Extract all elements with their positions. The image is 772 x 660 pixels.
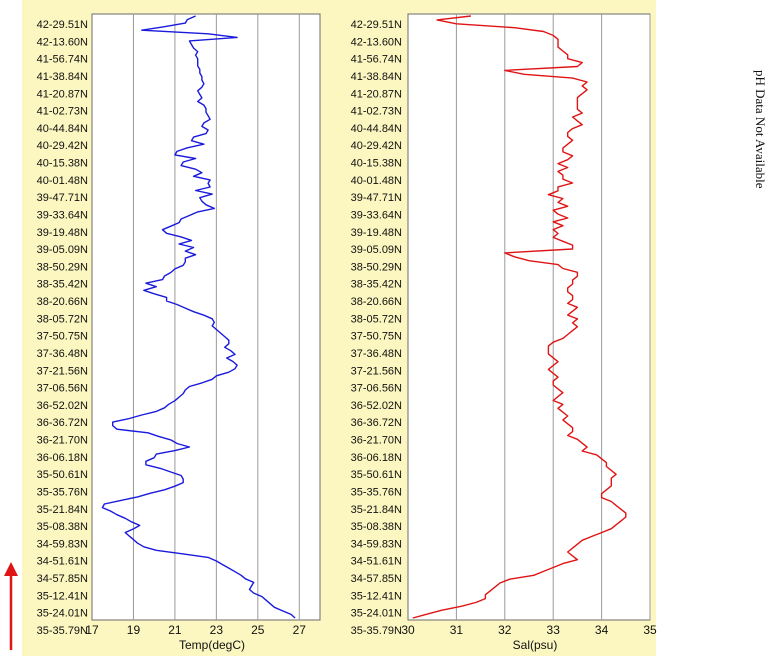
sal-tick-label: 33 [547, 623, 561, 637]
latitude-label: 35-50.61N [37, 469, 88, 481]
temperature-chart: 17 19 21 23 25 27 Temp(degC) [85, 13, 321, 652]
latitude-label: 38-50.29N [37, 261, 88, 273]
latitude-label: 38-35.42N [351, 279, 402, 291]
latitude-label: 40-01.48N [351, 175, 402, 187]
latitude-label: 40-15.38N [37, 158, 88, 170]
salinity-chart: 30 31 32 33 34 35 Sal(psu) [401, 13, 657, 652]
latitude-label: 34-51.61N [37, 556, 88, 568]
latitude-label: 39-05.09N [351, 244, 402, 256]
latitude-axis: 42-29.51N 42-13.60N 41-56.74N 41-38.84N 41-2… [37, 19, 402, 637]
latitude-label: 36-21.70N [351, 435, 402, 447]
latitude-label: 38-05.72N [37, 313, 88, 325]
latitude-label: 37-21.56N [351, 365, 402, 377]
latitude-label: 39-19.48N [351, 227, 402, 239]
latitude-label: 40-29.42N [351, 140, 402, 152]
latitude-label: 36-06.18N [37, 452, 88, 464]
temp-plot-area [91, 13, 321, 621]
latitude-label: 40-29.42N [37, 140, 88, 152]
temp-tick-label: 21 [168, 623, 182, 637]
latitude-label: 37-06.56N [37, 383, 88, 395]
sal-tick-label: 32 [498, 623, 512, 637]
latitude-label: 37-36.48N [37, 348, 88, 360]
latitude-label: 35-35.79N [37, 625, 88, 637]
temp-tick-label: 19 [127, 623, 141, 637]
latitude-label: 41-38.84N [37, 71, 88, 83]
latitude-label: 40-44.84N [37, 123, 88, 135]
latitude-label: 35-08.38N [37, 521, 88, 533]
latitude-label: 34-59.83N [351, 538, 402, 550]
latitude-label: 41-20.87N [351, 88, 402, 100]
latitude-label: 35-12.41N [37, 590, 88, 602]
latitude-label: 39-33.64N [351, 209, 402, 221]
temp-tick-label: 27 [293, 623, 307, 637]
latitude-label: 39-33.64N [37, 209, 88, 221]
latitude-label: 41-20.87N [37, 88, 88, 100]
latitude-label: 35-12.41N [351, 590, 402, 602]
latitude-label: 42-13.60N [37, 36, 88, 48]
latitude-label: 40-01.48N [37, 175, 88, 187]
latitude-label: 41-02.73N [351, 106, 402, 118]
latitude-label: 42-13.60N [351, 36, 402, 48]
latitude-label: 34-51.61N [351, 556, 402, 568]
latitude-label: 37-50.75N [351, 331, 402, 343]
latitude-label: 39-05.09N [37, 244, 88, 256]
latitude-label: 35-24.01N [37, 608, 88, 620]
latitude-label: 41-56.74N [37, 54, 88, 66]
latitude-label: 41-02.73N [37, 106, 88, 118]
latitude-label: 38-20.66N [351, 296, 402, 308]
latitude-label: 35-35.76N [37, 486, 88, 498]
temp-tick-label: 23 [210, 623, 224, 637]
ph-note: pH Data Not Available [753, 70, 768, 189]
temp-axis-title: Temp(degC) [179, 638, 245, 652]
latitude-label: 38-05.72N [351, 313, 402, 325]
latitude-label: 40-44.84N [351, 123, 402, 135]
latitude-label: 41-38.84N [351, 71, 402, 83]
temp-tick-label: 17 [85, 623, 99, 637]
sal-plot-area [407, 13, 651, 621]
latitude-label: 39-19.48N [37, 227, 88, 239]
latitude-label: 36-21.70N [37, 435, 88, 447]
latitude-label: 36-52.02N [37, 400, 88, 412]
latitude-label: 35-35.76N [351, 486, 402, 498]
ph-note-text: pH Data Not Available [753, 70, 768, 189]
sal-tick-label: 35 [643, 623, 657, 637]
latitude-label: 37-06.56N [351, 383, 402, 395]
latitude-label: 42-29.51N [351, 19, 402, 31]
sal-tick-label: 34 [595, 623, 609, 637]
latitude-label: 34-57.85N [37, 573, 88, 585]
latitude-label: 38-20.66N [37, 296, 88, 308]
latitude-label: 36-36.72N [37, 417, 88, 429]
latitude-label: 36-36.72N [351, 417, 402, 429]
latitude-label: 36-52.02N [351, 400, 402, 412]
latitude-label: 35-50.61N [351, 469, 402, 481]
latitude-label: 35-21.84N [37, 504, 88, 516]
latitude-label: 40-15.38N [351, 158, 402, 170]
latitude-label: 41-56.74N [351, 54, 402, 66]
temp-series-line [101, 15, 296, 619]
sal-axis-title: Sal(psu) [513, 638, 558, 652]
latitude-label: 39-47.71N [351, 192, 402, 204]
latitude-label: 37-21.56N [37, 365, 88, 377]
sal-tick-label: 31 [450, 623, 464, 637]
sal-tick-label: 30 [401, 623, 415, 637]
direction-arrow [4, 562, 18, 650]
sal-series-line [412, 15, 627, 619]
latitude-label: 39-47.71N [37, 192, 88, 204]
latitude-label: 35-08.38N [351, 521, 402, 533]
latitude-label: 36-06.18N [351, 452, 402, 464]
latitude-label: 38-50.29N [351, 261, 402, 273]
latitude-label: 37-50.75N [37, 331, 88, 343]
latitude-label: 35-21.84N [351, 504, 402, 516]
latitude-label: 42-29.51N [37, 19, 88, 31]
latitude-label: 34-59.83N [37, 538, 88, 550]
latitude-label: 34-57.85N [351, 573, 402, 585]
latitude-label: 37-36.48N [351, 348, 402, 360]
temp-tick-label: 25 [251, 623, 265, 637]
latitude-label: 38-35.42N [37, 279, 88, 291]
latitude-label: 35-24.01N [351, 608, 402, 620]
latitude-label: 35-35.79N [351, 625, 402, 637]
